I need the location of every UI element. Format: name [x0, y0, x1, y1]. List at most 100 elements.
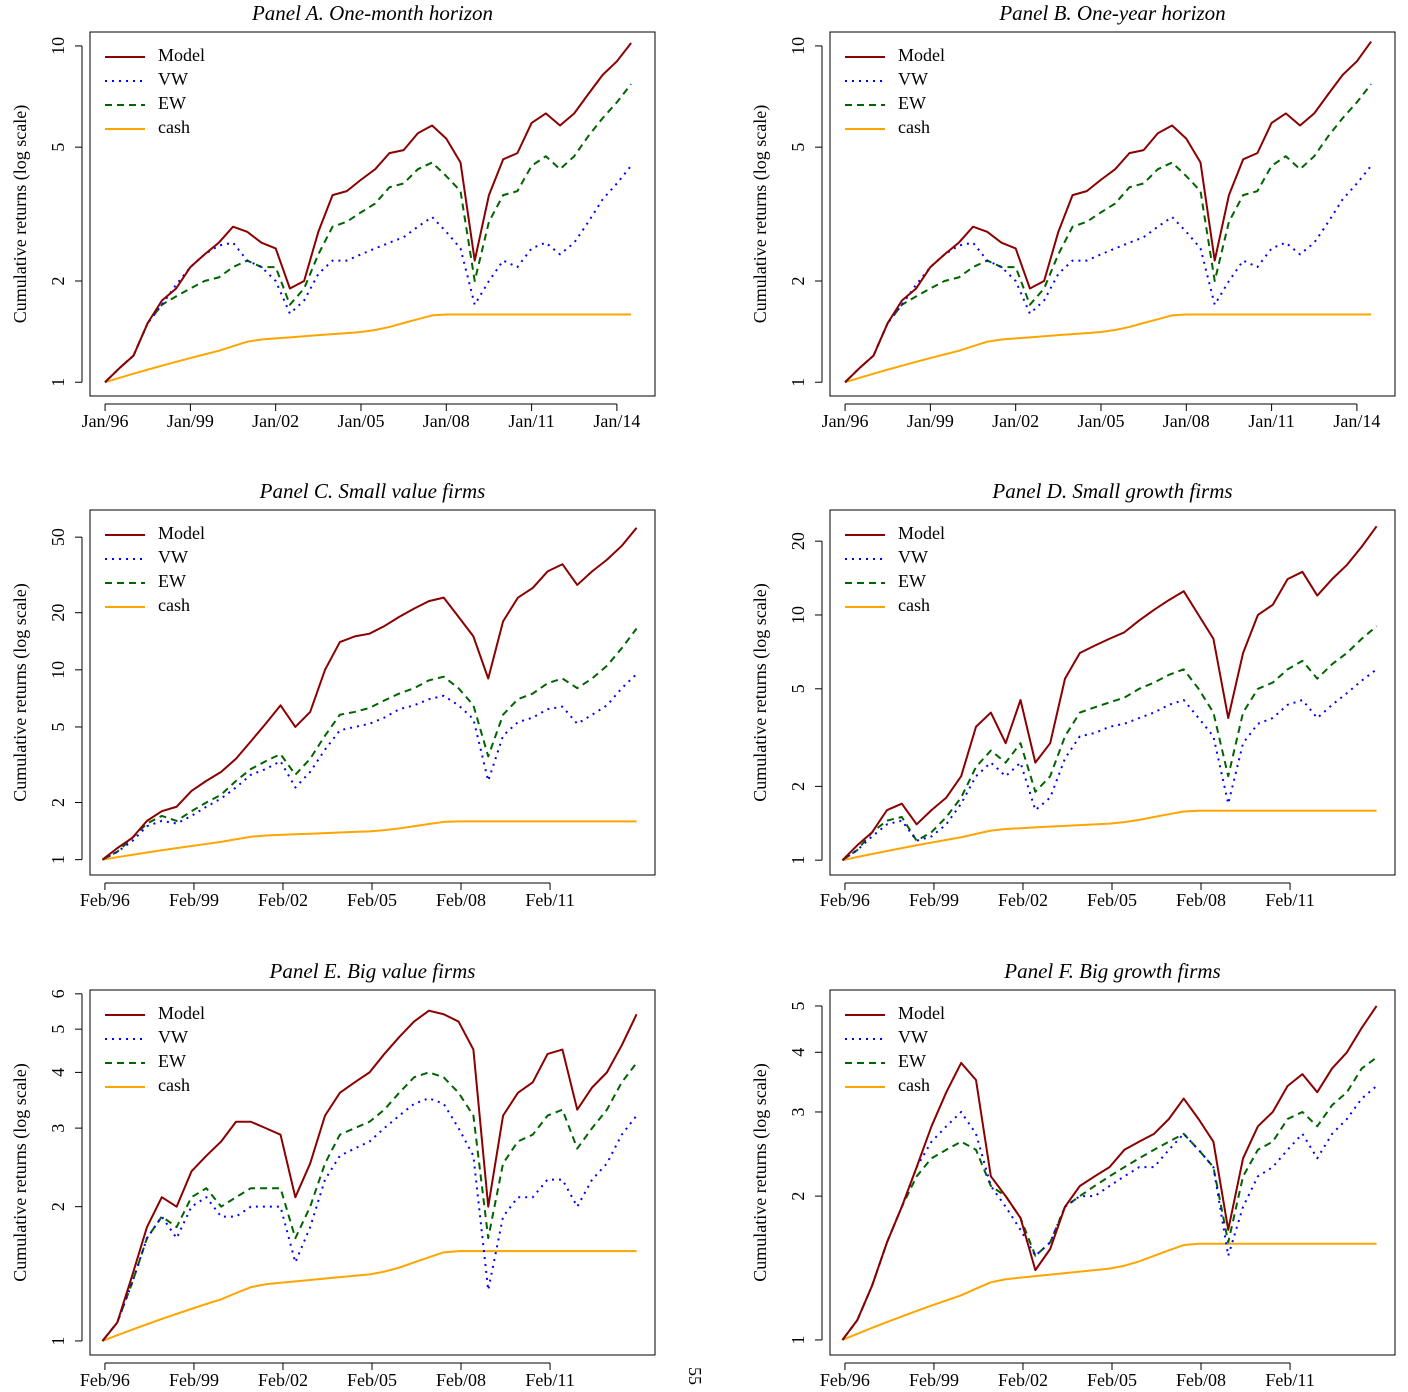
y-tick-label: 5	[48, 1025, 68, 1034]
y-tick-label: 4	[48, 1068, 68, 1077]
x-tick-label: Jan/11	[508, 411, 554, 431]
series-line	[101, 1009, 638, 1342]
x-tick-label: Feb/99	[169, 890, 219, 910]
series-line	[841, 1085, 1378, 1341]
legend-label: VW	[158, 547, 188, 567]
legend-label: cash	[898, 1075, 930, 1095]
plot-frame	[829, 509, 1396, 876]
legend-label: EW	[898, 1051, 926, 1071]
y-tick-label: 1	[48, 1336, 68, 1345]
series-line	[844, 83, 1372, 383]
series-line	[104, 42, 632, 383]
x-tick-label: Jan/05	[337, 411, 384, 431]
x-tick-label: Jan/14	[593, 411, 640, 431]
y-tick-label: 1	[788, 1335, 808, 1344]
legend-label: Model	[158, 523, 205, 543]
series-line	[842, 1242, 1377, 1341]
y-axis-label: Cumulative returns (log scale)	[10, 583, 31, 801]
panel-title: Panel C. Small value firms	[259, 479, 486, 503]
series-line	[102, 1250, 637, 1342]
y-tick-label: 1	[788, 378, 808, 387]
series-line	[104, 165, 632, 383]
x-tick-label: Feb/99	[909, 1370, 959, 1390]
legend-label: VW	[898, 69, 928, 89]
y-tick-label: 1	[48, 855, 68, 864]
x-tick-label: Feb/02	[258, 890, 308, 910]
x-tick-label: Feb/96	[820, 1370, 870, 1390]
y-tick-label: 1	[788, 856, 808, 865]
y-tick-label: 50	[48, 528, 68, 546]
panel: Panel F. Big growth firms Cumulative retu…	[750, 959, 1396, 1390]
x-tick-label: Feb/05	[347, 890, 397, 910]
x-tick-label: Feb/05	[1087, 1370, 1137, 1390]
plot-frame	[829, 31, 1396, 397]
x-tick-label: Feb/02	[258, 1370, 308, 1390]
legend-label: VW	[158, 69, 188, 89]
legend-label: VW	[898, 547, 928, 567]
x-tick-label: Feb/02	[998, 890, 1048, 910]
panel-title: Panel D. Small growth firms	[991, 479, 1232, 503]
y-axis-label: Cumulative returns (log scale)	[10, 105, 31, 323]
series-line	[841, 625, 1378, 861]
legend-label: cash	[158, 1075, 190, 1095]
panel: Panel C. Small value firms Cumulative ret…	[10, 479, 656, 910]
series-line	[102, 820, 637, 861]
y-tick-label: 2	[48, 1202, 68, 1211]
panel-title: Panel A. One-month horizon	[251, 1, 493, 25]
x-tick-label: Feb/02	[998, 1370, 1048, 1390]
y-tick-label: 5	[788, 684, 808, 693]
series-line	[844, 41, 1372, 383]
x-tick-label: Jan/96	[82, 411, 129, 431]
series-line	[844, 313, 1372, 384]
y-tick-label: 5	[48, 143, 68, 152]
x-tick-label: Jan/11	[1248, 411, 1294, 431]
x-tick-label: Jan/99	[907, 411, 954, 431]
x-tick-label: Jan/02	[992, 411, 1039, 431]
x-tick-label: Feb/11	[525, 1370, 574, 1390]
x-tick-label: Feb/08	[436, 1370, 486, 1390]
x-tick-label: Jan/14	[1333, 411, 1380, 431]
y-tick-label: 5	[48, 722, 68, 731]
y-tick-label: 5	[788, 1001, 808, 1010]
y-tick-label: 20	[788, 532, 808, 550]
series-line	[844, 165, 1372, 383]
x-tick-label: Feb/11	[525, 890, 574, 910]
y-tick-label: 5	[788, 143, 808, 152]
y-tick-label: 2	[788, 1192, 808, 1201]
series-line	[841, 1056, 1378, 1341]
y-tick-label: 2	[788, 782, 808, 791]
y-tick-label: 2	[48, 276, 68, 285]
series-line	[101, 673, 638, 861]
plot-frame	[829, 989, 1396, 1356]
y-axis-label: Cumulative returns (log scale)	[10, 1063, 31, 1281]
legend-label: Model	[158, 45, 205, 65]
legend-label: VW	[158, 1027, 188, 1047]
legend-label: Model	[898, 45, 945, 65]
x-tick-label: Feb/08	[436, 890, 486, 910]
y-tick-label: 10	[788, 37, 808, 55]
panel-title: Panel F. Big growth firms	[1003, 959, 1220, 983]
series-line	[101, 1097, 638, 1342]
series-line	[841, 1005, 1378, 1341]
panel: Panel B. One-year horizon Cumulative retu…	[750, 1, 1396, 431]
x-tick-label: Feb/96	[820, 890, 870, 910]
legend-label: EW	[898, 571, 926, 591]
x-tick-label: Feb/08	[1176, 1370, 1226, 1390]
y-axis-label: Cumulative returns (log scale)	[750, 1063, 771, 1281]
x-tick-label: Feb/99	[169, 1370, 219, 1390]
legend-label: EW	[158, 93, 186, 113]
x-tick-label: Jan/08	[423, 411, 470, 431]
series-line	[101, 1062, 638, 1342]
legend-label: EW	[158, 571, 186, 591]
y-tick-label: 10	[788, 606, 808, 624]
x-tick-label: Jan/99	[167, 411, 214, 431]
plot-frame	[89, 989, 656, 1356]
y-tick-label: 3	[48, 1124, 68, 1133]
x-tick-label: Feb/08	[1176, 890, 1226, 910]
legend-label: cash	[158, 117, 190, 137]
x-tick-label: Feb/11	[1265, 890, 1314, 910]
x-tick-label: Feb/99	[909, 890, 959, 910]
page-number: 55	[685, 1367, 705, 1385]
series-line	[101, 527, 638, 861]
